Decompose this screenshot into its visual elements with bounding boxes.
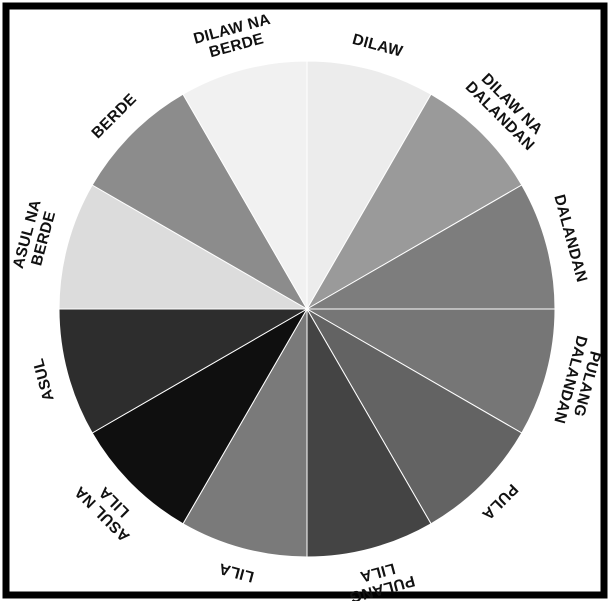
slice-dilaw <box>306 60 432 311</box>
slice-dilaw-na-berde <box>182 60 308 311</box>
slice-asul-na-berde <box>58 184 309 310</box>
slice-berde <box>91 93 309 311</box>
slice-pulang-lila <box>306 307 432 558</box>
slice-lila <box>182 307 308 558</box>
slice-dilaw-na-dalandan <box>305 93 523 311</box>
slice-dalandan <box>305 184 556 310</box>
slice-pulang-dalandan <box>305 308 556 434</box>
slice-pula <box>305 307 523 525</box>
slice-asul-na-lila <box>91 307 309 525</box>
slice-asul <box>58 308 309 434</box>
wheel-slices <box>58 60 556 558</box>
